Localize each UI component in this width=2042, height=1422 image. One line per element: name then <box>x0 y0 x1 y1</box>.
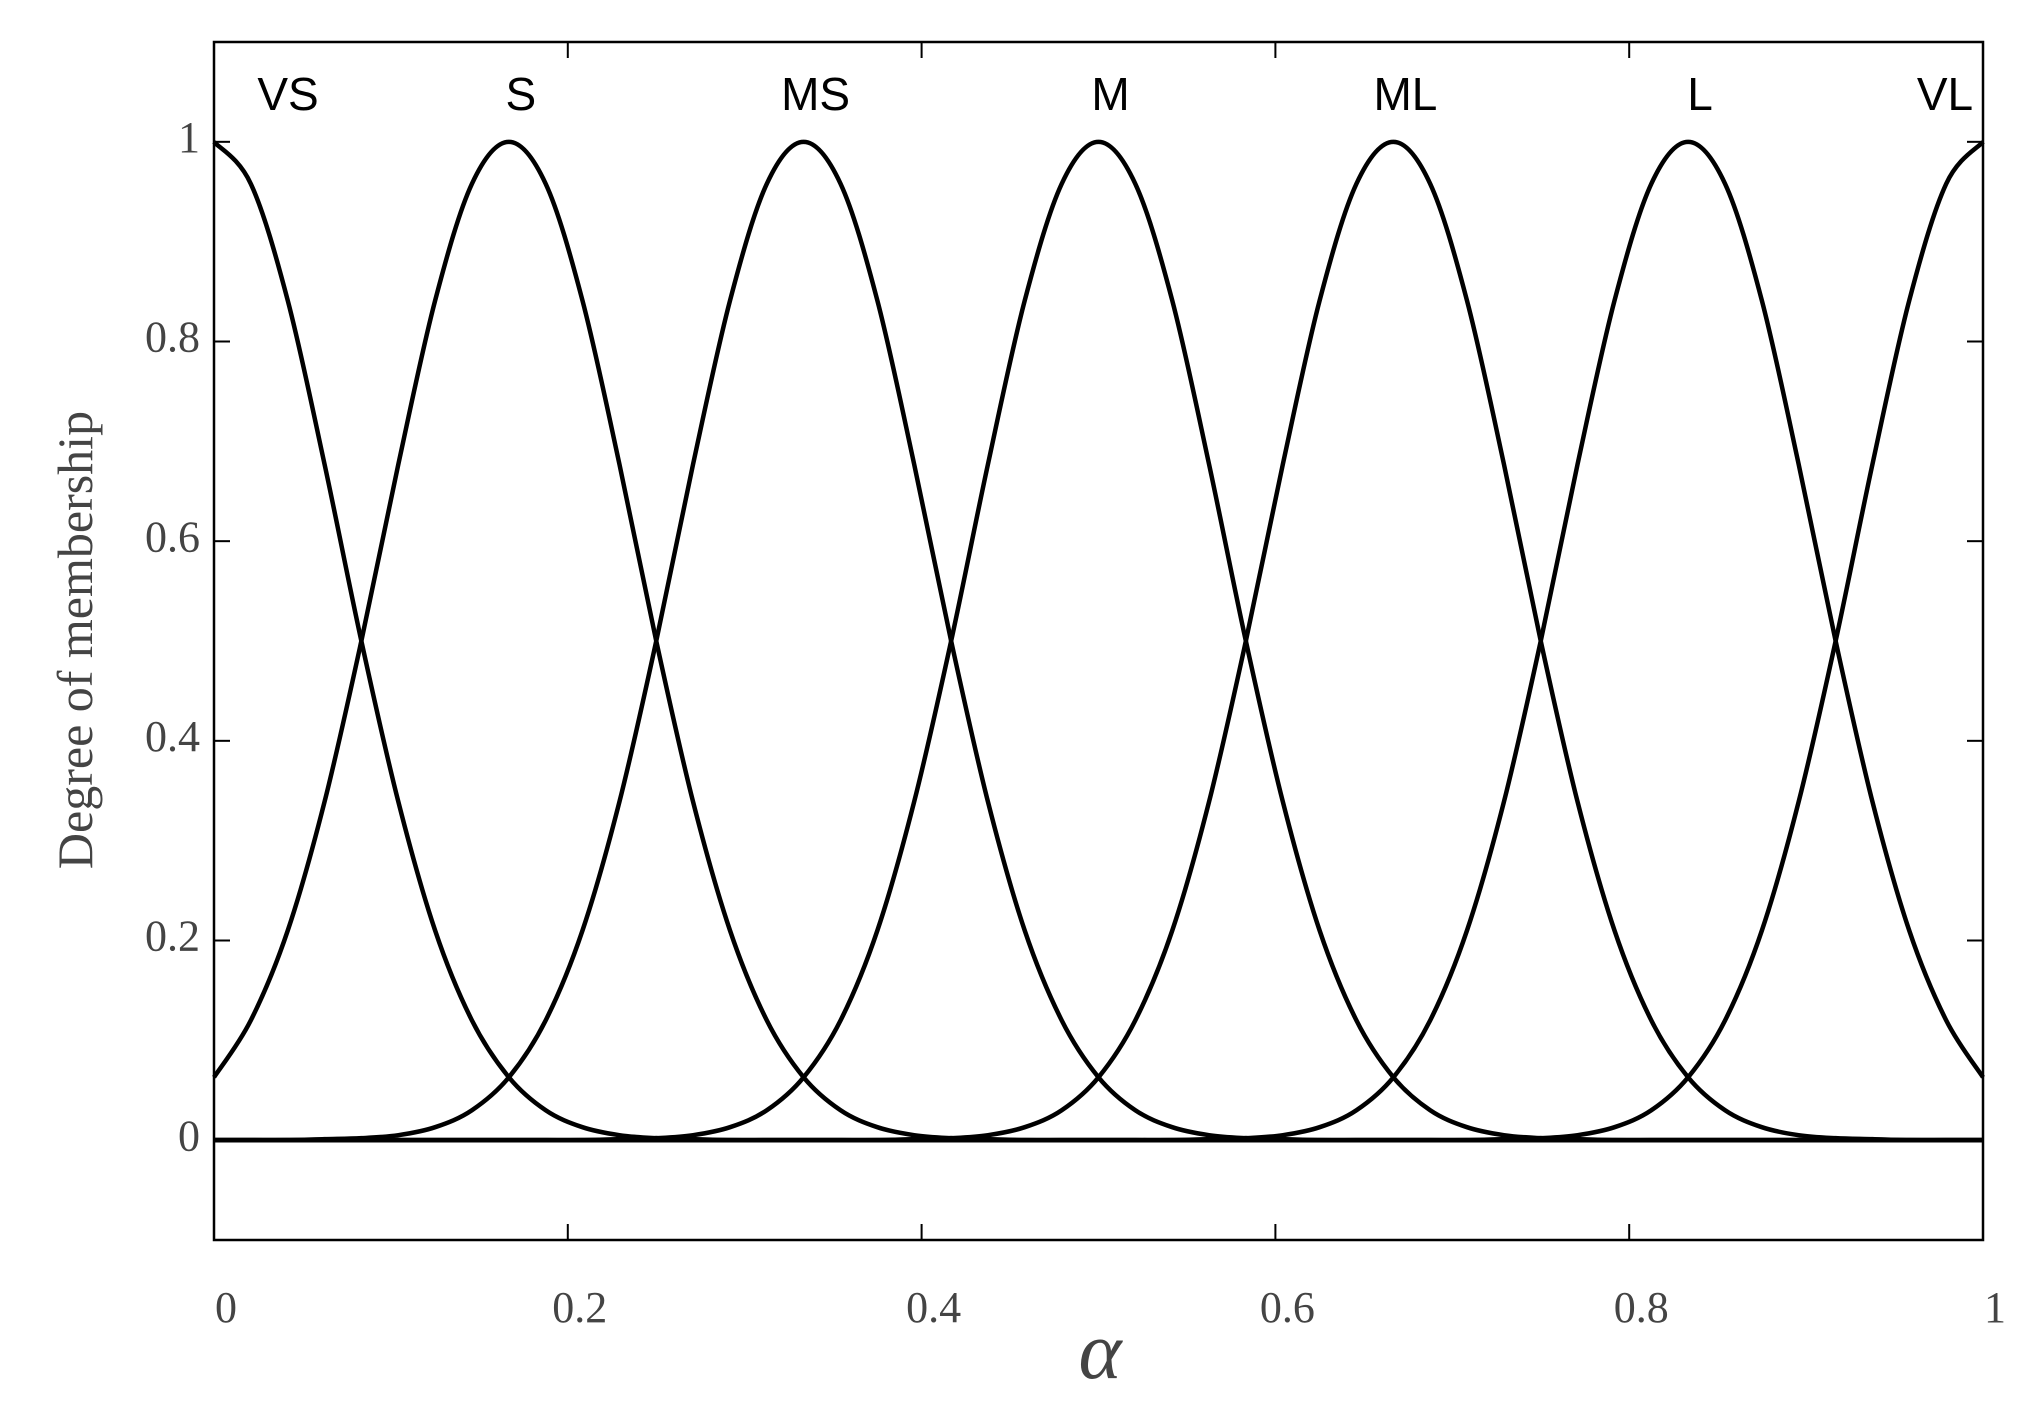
plot-frame <box>212 40 1985 1242</box>
x-tick-label: 0.8 <box>1614 1283 1669 1332</box>
x-tick-label: 0.6 <box>1260 1283 1315 1332</box>
x-tick-label: 0.2 <box>552 1283 607 1332</box>
series-line <box>213 139 1985 1143</box>
y-tick-label: 0.8 <box>145 313 200 362</box>
series-label: VL <box>1917 68 1973 120</box>
x-tick-label: 1 <box>1984 1283 2006 1332</box>
series-line <box>212 139 1983 1143</box>
y-tick-label: 0.4 <box>145 712 200 761</box>
series-label: ML <box>1373 68 1437 120</box>
series-label: L <box>1687 68 1713 120</box>
x-tick-label: 0 <box>215 1283 237 1332</box>
y-tick-label: 0.6 <box>145 512 200 561</box>
series-line <box>213 140 1985 1143</box>
series-label: S <box>506 68 537 120</box>
y-axis-label: Degree of membership <box>47 411 103 869</box>
series-line <box>213 139 1983 1143</box>
series-line <box>213 139 1983 1143</box>
series-line <box>212 140 1983 1143</box>
y-tick-label: 1 <box>178 113 200 162</box>
series-label: MS <box>781 68 850 120</box>
y-tick-label: 0.2 <box>145 912 200 961</box>
x-tick-label: 0.4 <box>906 1283 961 1332</box>
y-tick-label: 0 <box>178 1111 200 1160</box>
x-axis-label: α <box>1078 1305 1123 1396</box>
series-label: M <box>1091 68 1129 120</box>
series-label: VS <box>257 68 318 120</box>
series-line <box>213 139 1983 1143</box>
